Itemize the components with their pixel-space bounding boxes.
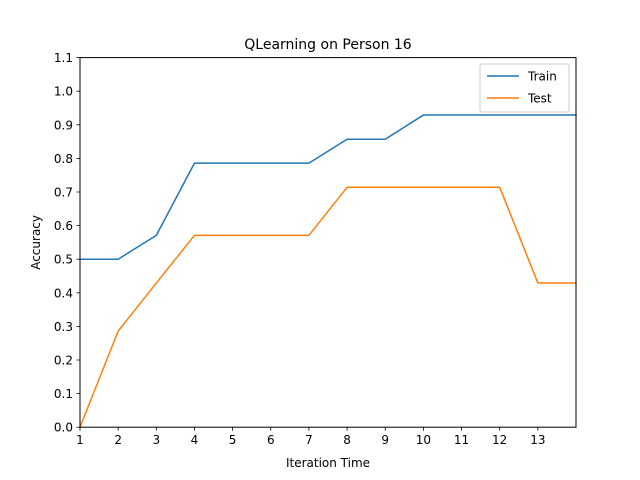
y-tick-label: 0.2 bbox=[54, 354, 73, 368]
y-tick-label: 0.0 bbox=[54, 421, 73, 435]
series-line-train bbox=[79, 114, 577, 260]
y-tick-label: 0.5 bbox=[54, 253, 73, 267]
x-tick-label: 3 bbox=[152, 433, 160, 447]
x-tick-label: 12 bbox=[492, 433, 507, 447]
y-tick-label: 0.8 bbox=[54, 152, 73, 166]
x-tick-label: 5 bbox=[229, 433, 237, 447]
plot-area-frame bbox=[79, 57, 577, 428]
x-tick-label: 2 bbox=[114, 433, 122, 447]
y-tick-label: 0.6 bbox=[54, 219, 73, 233]
x-axis-title: Iteration Time bbox=[286, 456, 370, 470]
x-tick-label: 1 bbox=[76, 433, 84, 447]
y-tick-label: 0.9 bbox=[54, 118, 73, 132]
y-tick-label: 1.1 bbox=[54, 51, 73, 65]
y-axis-ticks: 0.0 0.1 0.2 0.3 0.4 0.5 0.6 0.7 0.8 0.9 1.0 1.1 bbox=[54, 51, 80, 435]
x-tick-label: 8 bbox=[343, 433, 351, 447]
y-axis-title: Accuracy bbox=[29, 215, 43, 270]
y-tick-label: 1.0 bbox=[54, 85, 73, 99]
x-tick-label: 4 bbox=[191, 433, 199, 447]
series-layer bbox=[79, 114, 577, 429]
x-tick-label: 13 bbox=[530, 433, 545, 447]
y-tick-label: 0.4 bbox=[54, 286, 73, 300]
x-axis-ticks: 1 2 3 4 5 6 7 8 9 10 11 12 13 bbox=[76, 427, 545, 447]
series-line-test bbox=[79, 186, 577, 429]
legend-label-train: Train bbox=[527, 70, 557, 84]
chart-title: QLearning on Person 16 bbox=[244, 37, 412, 53]
y-tick-label: 0.1 bbox=[54, 387, 73, 401]
x-tick-label: 6 bbox=[267, 433, 275, 447]
y-tick-label: 0.3 bbox=[54, 320, 73, 334]
y-tick-label: 0.7 bbox=[54, 186, 73, 200]
x-tick-label: 9 bbox=[381, 433, 389, 447]
x-tick-label: 7 bbox=[305, 433, 313, 447]
legend-label-test: Test bbox=[527, 92, 552, 106]
legend: Train Test bbox=[479, 63, 570, 113]
x-tick-label: 11 bbox=[454, 433, 469, 447]
x-tick-label: 10 bbox=[416, 433, 431, 447]
